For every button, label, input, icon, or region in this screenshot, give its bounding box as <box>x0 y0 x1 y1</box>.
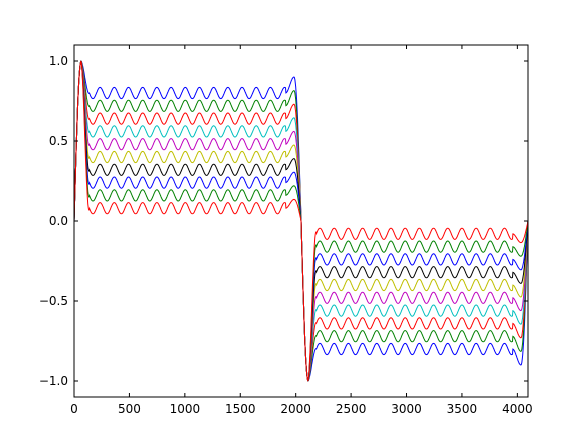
x-tick-label: 2500 <box>336 402 367 416</box>
y-tick-label: 0.0 <box>49 214 68 228</box>
x-tick-label: 4000 <box>502 402 533 416</box>
x-tick-label: 500 <box>118 402 141 416</box>
x-tick-label: 2000 <box>280 402 311 416</box>
series-line <box>73 60 529 382</box>
y-tick-label: 1.0 <box>49 54 68 68</box>
y-tick-label: −0.5 <box>39 294 68 308</box>
y-tick-label: 0.5 <box>49 134 68 148</box>
y-tick-label: −1.0 <box>39 374 68 388</box>
x-axis: 0 500 1000 1500 2000 2500 3000 3500 4000 <box>70 45 533 416</box>
x-tick-label: 0 <box>70 402 78 416</box>
x-tick-label: 1000 <box>170 402 201 416</box>
x-tick-label: 3000 <box>391 402 422 416</box>
y-axis: 1.0 0.5 0.0 −0.5 −1.0 <box>39 54 528 388</box>
x-tick-label: 3500 <box>447 402 478 416</box>
plot-lines <box>73 60 529 382</box>
x-tick-label: 1500 <box>225 402 256 416</box>
